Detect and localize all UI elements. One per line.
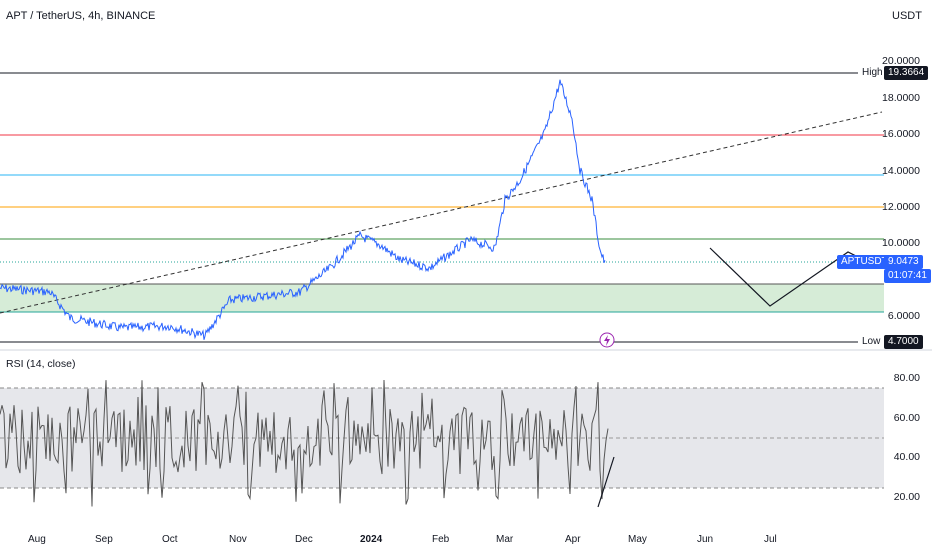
low-value-tag: 4.7000: [884, 335, 923, 349]
lightning-icon[interactable]: [599, 332, 615, 348]
rsi-axis-label: 60.00: [893, 412, 920, 424]
time-axis-label: Nov: [229, 534, 247, 545]
time-axis-label: Apr: [565, 534, 581, 545]
rsi-axis-label: 40.00: [893, 451, 920, 463]
price-axis-label: 14.0000: [882, 165, 920, 177]
time-axis-label: Oct: [162, 534, 178, 545]
price-axis-label: 16.0000: [882, 128, 920, 140]
time-axis-label: 2024: [360, 534, 383, 545]
ticker-tag: APTUSDT: [837, 255, 892, 269]
currency-label[interactable]: USDT: [892, 10, 922, 22]
rsi-axis-label: 20.00: [893, 491, 920, 503]
high-value-tag: 19.3664: [884, 66, 929, 80]
time-axis-label: Aug: [28, 534, 46, 545]
low-label: Low: [858, 335, 885, 349]
rsi-title[interactable]: RSI (14, close): [6, 358, 76, 370]
current-price-tag: 9.0473: [884, 255, 923, 269]
support-zone: [0, 284, 884, 312]
price-line[interactable]: [0, 79, 606, 340]
time-axis-label: May: [628, 534, 647, 545]
trend-line[interactable]: [0, 111, 883, 314]
time-axis-label: Feb: [432, 534, 450, 545]
time-axis-label: Dec: [295, 534, 313, 545]
time-axis-label: Jun: [697, 534, 714, 545]
price-axis-label: 18.0000: [882, 92, 920, 104]
price-axis-label: 6.0000: [887, 310, 920, 322]
price-axis-label: 20.0000: [882, 55, 920, 67]
bar-countdown-tag: 01:07:41: [884, 269, 931, 283]
time-axis-label: Mar: [496, 534, 514, 545]
time-axis-label: Sep: [95, 534, 113, 545]
rsi-line[interactable]: [0, 379, 609, 507]
price-axis-label: 12.0000: [882, 201, 920, 213]
high-label: High: [858, 66, 887, 80]
symbol-title[interactable]: APT / TetherUS, 4h, BINANCE: [6, 10, 156, 22]
rsi-trend-line[interactable]: [597, 456, 615, 508]
rsi-axis-label: 80.00: [893, 372, 920, 384]
time-axis-label: Jul: [764, 534, 777, 545]
price-axis-label: 10.0000: [882, 237, 920, 249]
